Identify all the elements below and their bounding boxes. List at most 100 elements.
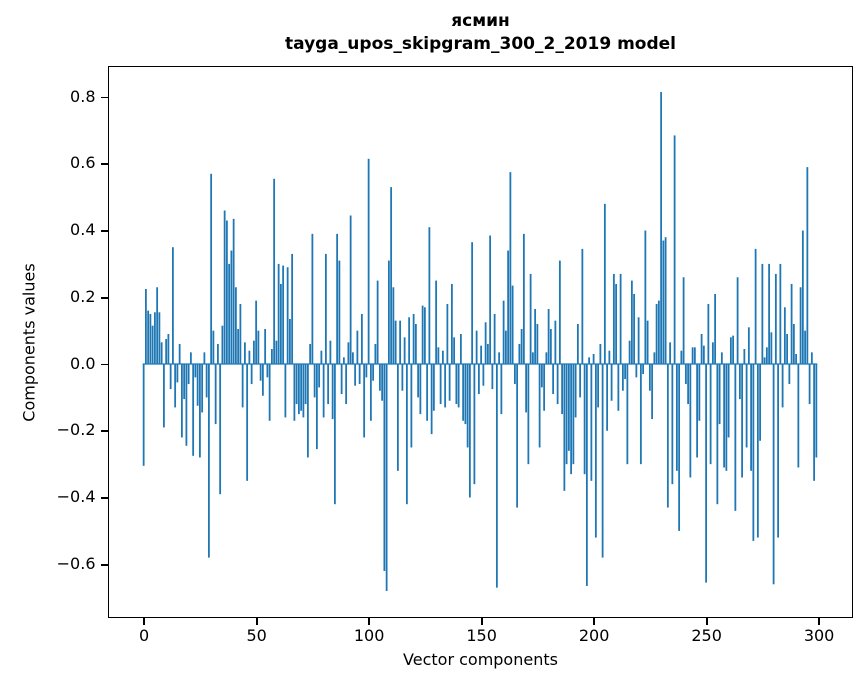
- bar: [583, 364, 586, 475]
- bar: [727, 364, 730, 438]
- bar: [412, 313, 415, 365]
- y-tick-label: 0.4: [70, 220, 96, 240]
- bar: [520, 328, 523, 365]
- bar: [410, 364, 413, 448]
- chart-title: ясмин tayga_upos_skipgram_300_2_2019 mod…: [109, 10, 852, 56]
- bar: [336, 233, 339, 365]
- bar: [768, 263, 770, 365]
- bar: [700, 333, 703, 365]
- bar: [594, 364, 597, 538]
- bar: [536, 323, 539, 365]
- bar: [396, 364, 399, 471]
- bar: [617, 364, 620, 411]
- bar: [565, 364, 568, 465]
- bar: [480, 345, 483, 365]
- bar: [331, 364, 334, 420]
- bar: [500, 364, 503, 415]
- bar: [808, 364, 811, 405]
- bar: [214, 364, 217, 425]
- bar: [259, 364, 262, 381]
- bar: [720, 352, 723, 365]
- bar: [518, 344, 521, 365]
- bar: [513, 364, 516, 385]
- x-axis-label: Vector components: [403, 650, 558, 669]
- x-tick-label: 300: [803, 625, 835, 645]
- bar: [642, 364, 645, 375]
- bar: [394, 320, 397, 365]
- chart-title-word: ясмин: [451, 11, 510, 31]
- bar: [585, 364, 588, 586]
- bar: [376, 280, 379, 365]
- x-tick-mark: [368, 618, 371, 625]
- bar: [572, 364, 575, 465]
- bar: [662, 240, 665, 365]
- bar: [576, 323, 579, 365]
- bar: [455, 364, 458, 405]
- bar: [522, 233, 525, 365]
- bar: [556, 364, 559, 405]
- bar: [230, 250, 233, 365]
- bar: [624, 364, 627, 380]
- bar: [203, 352, 206, 365]
- bar: [401, 364, 404, 391]
- bar: [491, 364, 494, 390]
- bar: [216, 344, 219, 365]
- bar: [754, 248, 757, 365]
- bar: [592, 354, 595, 365]
- bar: [570, 364, 573, 475]
- bar: [261, 364, 264, 396]
- bar: [171, 247, 174, 365]
- bar: [268, 364, 271, 421]
- bar: [439, 364, 442, 405]
- y-tick-mark: [100, 563, 108, 566]
- bar: [392, 287, 395, 365]
- bar: [329, 340, 332, 365]
- bar: [385, 364, 388, 591]
- bar: [169, 364, 172, 390]
- bar: [207, 364, 210, 558]
- bar: [158, 312, 161, 365]
- bar: [313, 364, 316, 398]
- y-tick-mark: [100, 163, 108, 166]
- bar: [255, 300, 258, 365]
- bar: [709, 364, 712, 465]
- bar: [534, 308, 537, 365]
- bar: [549, 328, 552, 365]
- bar: [369, 364, 372, 421]
- bar: [156, 287, 159, 365]
- bar: [765, 347, 768, 365]
- bar: [687, 364, 690, 405]
- bar: [210, 173, 213, 365]
- bar: [723, 364, 726, 468]
- bar: [232, 218, 235, 365]
- bar: [277, 263, 280, 365]
- bar: [441, 350, 444, 365]
- bar: [387, 260, 390, 365]
- bar: [219, 364, 222, 495]
- bar: [275, 340, 278, 365]
- bar: [693, 347, 696, 365]
- bar: [354, 364, 357, 386]
- x-tick-mark: [593, 618, 595, 625]
- bar: [671, 364, 674, 485]
- bar: [788, 364, 791, 385]
- bar: [351, 352, 354, 365]
- bar: [732, 335, 735, 365]
- y-tick-label: 0.6: [70, 153, 96, 173]
- bar: [705, 364, 708, 583]
- bar: [358, 364, 361, 385]
- bar: [651, 364, 654, 420]
- bar: [428, 227, 431, 365]
- bar: [356, 330, 359, 365]
- bar: [162, 364, 165, 428]
- bar: [657, 300, 660, 365]
- bar: [183, 364, 186, 400]
- bar: [815, 364, 818, 458]
- bar: [174, 364, 177, 408]
- bar: [669, 342, 672, 365]
- bar: [194, 364, 197, 378]
- bar: [792, 323, 795, 365]
- bar: [619, 273, 622, 365]
- bar: [473, 364, 476, 485]
- bar: [180, 364, 183, 438]
